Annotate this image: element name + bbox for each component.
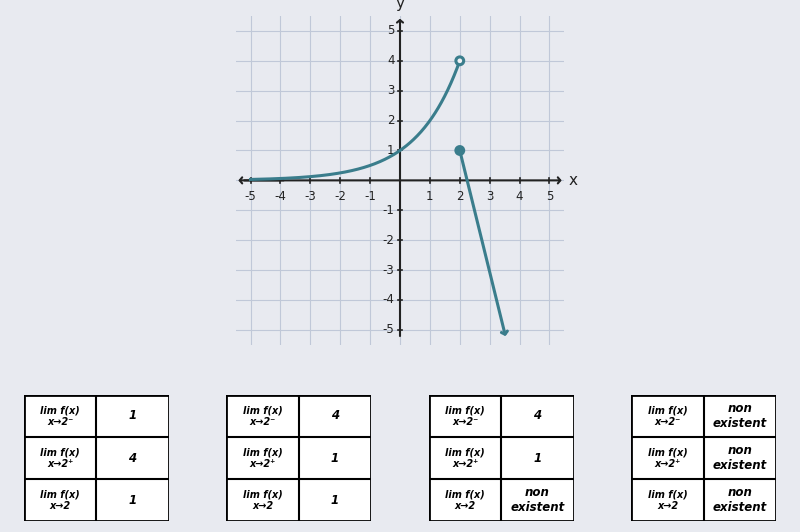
Text: lim f(x)
x→2⁻: lim f(x) x→2⁻ — [648, 405, 687, 427]
Text: 5: 5 — [387, 24, 394, 37]
Text: -4: -4 — [274, 190, 286, 203]
Circle shape — [456, 147, 464, 154]
Text: non
existent: non existent — [713, 486, 767, 514]
Text: 3: 3 — [486, 190, 494, 203]
Text: 4: 4 — [387, 54, 394, 68]
Text: 1: 1 — [387, 144, 394, 157]
Text: -1: -1 — [382, 204, 394, 217]
Text: lim f(x)
x→2: lim f(x) x→2 — [648, 489, 687, 511]
FancyBboxPatch shape — [429, 395, 574, 521]
Text: lim f(x)
x→2: lim f(x) x→2 — [40, 489, 80, 511]
Text: lim f(x)
x→2⁻: lim f(x) x→2⁻ — [446, 405, 485, 427]
Text: -3: -3 — [383, 263, 394, 277]
Text: 4: 4 — [331, 410, 339, 422]
Text: -1: -1 — [364, 190, 376, 203]
Text: -2: -2 — [382, 234, 394, 247]
Text: lim f(x)
x→2: lim f(x) x→2 — [446, 489, 485, 511]
Text: lim f(x)
x→2: lim f(x) x→2 — [242, 489, 282, 511]
Text: lim f(x)
x→2⁻: lim f(x) x→2⁻ — [40, 405, 80, 427]
Text: y: y — [395, 0, 405, 12]
Text: -5: -5 — [245, 190, 257, 203]
Text: 2: 2 — [387, 114, 394, 127]
Text: non
existent: non existent — [713, 402, 767, 430]
Text: lim f(x)
x→2⁺: lim f(x) x→2⁺ — [40, 447, 80, 469]
Text: -4: -4 — [382, 294, 394, 306]
Text: 1: 1 — [426, 190, 434, 203]
Text: -3: -3 — [305, 190, 316, 203]
Text: 5: 5 — [546, 190, 553, 203]
Text: 4: 4 — [516, 190, 523, 203]
Text: 4: 4 — [534, 410, 542, 422]
Text: lim f(x)
x→2⁺: lim f(x) x→2⁺ — [242, 447, 282, 469]
Text: 1: 1 — [534, 452, 542, 464]
Text: lim f(x)
x→2⁺: lim f(x) x→2⁺ — [648, 447, 687, 469]
FancyBboxPatch shape — [226, 395, 371, 521]
Text: lim f(x)
x→2⁻: lim f(x) x→2⁻ — [242, 405, 282, 427]
Text: 1: 1 — [128, 410, 137, 422]
Text: -2: -2 — [334, 190, 346, 203]
Text: 1: 1 — [331, 494, 339, 507]
Circle shape — [456, 57, 464, 65]
Text: 2: 2 — [456, 190, 463, 203]
Text: 1: 1 — [128, 494, 137, 507]
Text: -5: -5 — [383, 323, 394, 336]
Text: x: x — [569, 173, 578, 188]
Text: non
existent: non existent — [510, 486, 565, 514]
Text: non
existent: non existent — [713, 444, 767, 472]
Text: lim f(x)
x→2⁺: lim f(x) x→2⁺ — [446, 447, 485, 469]
FancyBboxPatch shape — [24, 395, 169, 521]
Text: 3: 3 — [387, 84, 394, 97]
Text: 1: 1 — [331, 452, 339, 464]
Text: 4: 4 — [128, 452, 137, 464]
FancyBboxPatch shape — [631, 395, 776, 521]
